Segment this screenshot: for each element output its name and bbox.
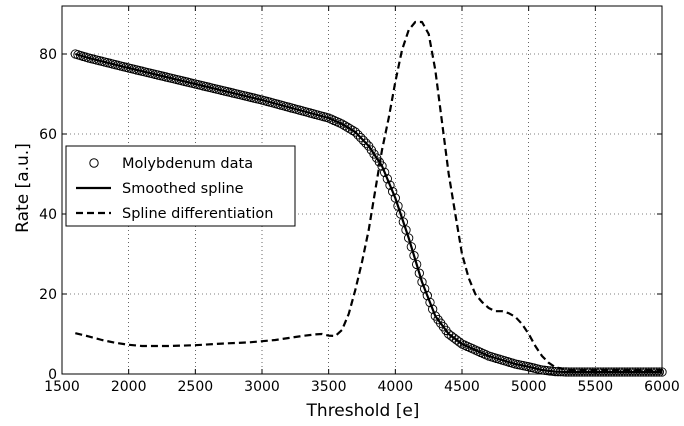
data-point <box>380 167 390 178</box>
x-tick-label: 2500 <box>178 379 214 395</box>
x-tick-label: 5500 <box>578 379 614 395</box>
y-tick-label: 80 <box>39 47 57 63</box>
data-point <box>422 290 432 301</box>
legend-label-spline-differentiation: Spline differentiation <box>122 206 273 222</box>
data-point <box>337 119 347 129</box>
data-point <box>420 284 430 294</box>
data-point <box>353 130 363 140</box>
data-point <box>425 297 435 308</box>
data-point <box>388 186 398 197</box>
x-tick-label: 2000 <box>111 379 147 395</box>
data-point <box>361 138 371 148</box>
legend: Molybdenum data Smoothed spline Spline d… <box>65 145 296 227</box>
legend-label-molybdenum-data: Molybdenum data <box>122 156 253 172</box>
x-tick-label: 4000 <box>378 379 414 395</box>
legend-marker-molybdenum-data <box>89 158 99 168</box>
x-tick-label: 3500 <box>311 379 347 395</box>
y-tick-label: 0 <box>48 367 57 383</box>
series-layer <box>70 20 667 377</box>
tick-layer: 1500 2000 2500 3000 3500 4000 4500 5000 5500 6000… <box>39 6 680 395</box>
data-point <box>385 180 395 190</box>
x-tick-label: 6000 <box>644 379 680 395</box>
data-point <box>428 304 438 314</box>
data-point <box>377 161 387 171</box>
plot-frame <box>61 5 663 375</box>
y-tick-label: 20 <box>39 287 57 303</box>
y-tick-label: 60 <box>39 127 57 143</box>
x-tick-label: 5000 <box>511 379 547 395</box>
x-tick-label: 4500 <box>444 379 480 395</box>
y-axis-label: Rate [a.u.] <box>13 143 33 233</box>
data-point <box>454 337 464 347</box>
data-point <box>342 122 352 132</box>
data-point <box>345 124 355 134</box>
data-point <box>358 135 368 146</box>
legend-label-smoothed-spline: Smoothed spline <box>122 181 244 197</box>
data-point <box>382 174 392 184</box>
data-point <box>356 132 366 143</box>
data-point <box>409 250 419 261</box>
data-point <box>414 268 424 278</box>
data-point <box>404 233 414 243</box>
series-spline-differentiation <box>75 20 662 372</box>
series-smoothed-spline <box>74 52 662 374</box>
data-point <box>350 127 360 137</box>
y-tick-label: 40 <box>39 207 57 223</box>
x-tick-label: 3000 <box>244 379 280 395</box>
x-tick-label: 1500 <box>44 379 80 395</box>
x-axis-label: Threshold [e] <box>306 401 420 421</box>
data-point <box>340 120 350 131</box>
data-point <box>417 277 427 287</box>
data-point <box>406 242 416 252</box>
data-point <box>412 259 422 270</box>
